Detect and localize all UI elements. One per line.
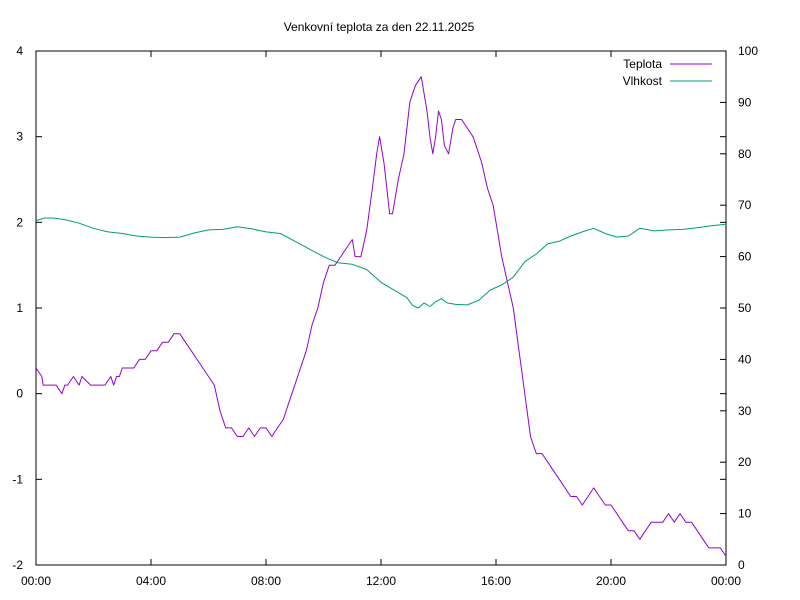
series-vlhkost (35, 217, 727, 309)
y-tick-label: 4 (16, 44, 23, 58)
x-tick-label: 12:00 (366, 574, 396, 588)
legend-label: Teplota (623, 57, 662, 71)
x-tick-label: 00:00 (21, 574, 51, 588)
series-line-teplota (35, 76, 727, 557)
x-tick-label: 04:00 (136, 574, 166, 588)
x-tick-label: 16:00 (481, 574, 511, 588)
y-tick-label: -2 (12, 558, 23, 572)
y2-tick-label: 50 (738, 301, 752, 315)
x-tick-label: 00:00 (711, 574, 741, 588)
y2-tick-label: 40 (738, 352, 752, 366)
y-tick-label: 2 (16, 215, 23, 229)
y2-tick-label: 20 (738, 455, 752, 469)
y2-tick-label: 100 (738, 44, 758, 58)
y2-tick-label: 70 (738, 198, 752, 212)
y2-tick-label: 80 (738, 147, 752, 161)
y-tick-label: 1 (16, 301, 23, 315)
y2-tick-label: 60 (738, 250, 752, 264)
series-line-vlhkost (35, 217, 727, 309)
y-tick-label: 0 (16, 387, 23, 401)
x-tick-label: 08:00 (251, 574, 281, 588)
y2-tick-label: 90 (738, 95, 752, 109)
y2-tick-label: 0 (738, 558, 745, 572)
series-teplota (35, 76, 727, 557)
chart-title: Venkovní teplota za den 22.11.2025 (284, 20, 475, 34)
plot-frame (35, 50, 727, 566)
x-tick-label: 20:00 (596, 574, 626, 588)
y-tick-label: 3 (16, 130, 23, 144)
y-tick-label: -1 (12, 472, 23, 486)
legend-label: Vlhkost (623, 74, 663, 88)
y2-tick-label: 10 (738, 507, 752, 521)
y2-tick-label: 30 (738, 404, 752, 418)
legend: Teplota Vlhkost (623, 57, 712, 88)
series-layer (35, 76, 727, 557)
